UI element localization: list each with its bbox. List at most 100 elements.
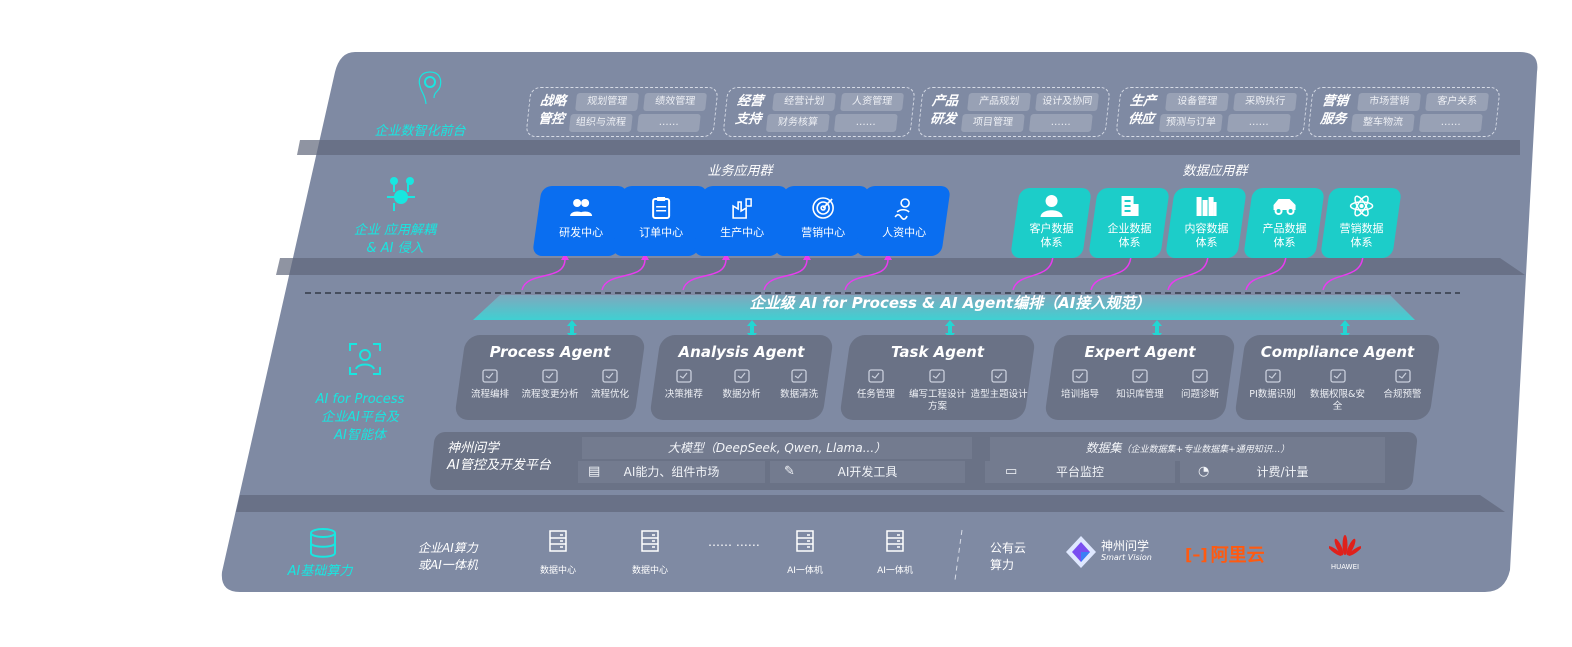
agent-capability[interactable]: 任务管理: [846, 367, 906, 413]
tool-icon: ✎: [784, 464, 795, 479]
platform-cell-billing[interactable]: ◔ 计费/计量: [1180, 461, 1385, 483]
data-app-tile[interactable]: 企业数据体系: [1088, 188, 1170, 258]
double-arrow-icon: [1152, 320, 1162, 339]
business-app-tile[interactable]: 订单中心: [612, 186, 708, 256]
layer-label-infra: AI基础算力: [287, 564, 353, 579]
front-item[interactable]: ……: [1028, 114, 1093, 132]
business-app-tile[interactable]: 营销中心: [774, 186, 870, 256]
front-group: 经营支持 经营计划 人资管理 财务核算……: [722, 87, 916, 137]
agent-capability[interactable]: 造型主题设计: [969, 367, 1029, 413]
data-app-tile[interactable]: 内容数据体系: [1165, 188, 1247, 258]
books-icon: [1196, 197, 1217, 216]
business-app-tile[interactable]: 生产中心: [693, 186, 789, 256]
agent-card[interactable]: Compliance Agent PI数据识别 数据权限&安全 合规预警: [1234, 335, 1441, 420]
data-app-tile[interactable]: 产品数据体系: [1243, 188, 1325, 258]
connector-arrow: [1090, 253, 1132, 291]
agent-capability[interactable]: 问题诊断: [1170, 367, 1230, 401]
front-item[interactable]: 经营计划: [772, 93, 836, 111]
agent-card[interactable]: Task Agent 任务管理 编写工程设计方案 造型主题设计: [839, 335, 1036, 420]
aliyun-logo-icon: [–]: [1185, 544, 1208, 564]
monitor-icon: ▭: [1005, 464, 1018, 479]
agent-capability[interactable]: 合规预警: [1373, 367, 1433, 413]
face-scan-icon: [349, 343, 381, 375]
layer-label-apps: 企业 应用解耦 & AI 侵入: [353, 223, 437, 256]
platform-cell-devtools[interactable]: ✎ AI开发工具: [770, 461, 965, 483]
agent-capability[interactable]: 知识库管理: [1110, 367, 1170, 401]
front-item[interactable]: 产品规划: [967, 93, 1031, 111]
compute-node: 数据中心: [528, 530, 588, 576]
data-apps-title: 数据应用群: [1182, 164, 1248, 179]
factory-icon: [732, 198, 752, 219]
front-item[interactable]: 采购执行: [1233, 93, 1297, 111]
layer-label-front: 企业数智化前台: [374, 124, 466, 139]
agent-capability[interactable]: 编写工程设计方案: [907, 367, 967, 413]
front-item[interactable]: 财务核算: [765, 114, 830, 132]
agent-capability[interactable]: 培训指导: [1050, 367, 1110, 401]
front-item[interactable]: 绩效管理: [643, 93, 707, 111]
front-item[interactable]: ……: [1226, 114, 1291, 132]
connector-arrow: [1167, 253, 1209, 291]
capability-icon: [791, 369, 807, 383]
capability-icon: [868, 369, 884, 383]
front-item[interactable]: 组织与流程: [568, 114, 633, 132]
agent-capability[interactable]: 流程编排: [460, 367, 520, 401]
car-icon: [1273, 199, 1296, 215]
business-app-tile[interactable]: 研发中心: [532, 186, 628, 256]
smart-vision-logo-icon: [1066, 536, 1096, 568]
front-item[interactable]: ……: [636, 114, 701, 132]
front-item[interactable]: 设备管理: [1165, 93, 1229, 111]
server-ellipsis: …… ……: [708, 535, 760, 549]
capability-icon: [602, 369, 618, 383]
front-item[interactable]: ……: [1418, 114, 1483, 132]
capability-icon: [929, 369, 946, 383]
agent-capability[interactable]: 数据分析: [713, 367, 771, 401]
agent-capability[interactable]: 决策推荐: [655, 367, 713, 401]
front-item[interactable]: 预测与订单: [1158, 114, 1223, 132]
front-item[interactable]: 项目管理: [960, 114, 1025, 132]
data-app-tile[interactable]: 客户数据体系: [1010, 188, 1092, 258]
agent-capability[interactable]: 流程变更分析: [520, 367, 580, 401]
front-item[interactable]: ……: [833, 114, 898, 132]
connector-arrow: [1245, 253, 1287, 291]
agent-capability[interactable]: 数据清洗: [770, 367, 828, 401]
vendor-aliyun: [–] 阿里云: [1185, 544, 1265, 567]
business-app-tile[interactable]: 人资中心: [855, 186, 951, 256]
capability-icon: [676, 369, 692, 383]
agent-capability[interactable]: PI数据识别: [1243, 367, 1303, 413]
double-arrow-icon: [567, 320, 577, 339]
data-app-tile[interactable]: 营销数据体系: [1320, 188, 1402, 258]
connector-arrow: [601, 258, 646, 291]
user-icon: [1040, 195, 1063, 217]
orchestration-banner: 企业级 AI for Process & AI Agent编排（AI接入规范）: [749, 294, 1151, 312]
front-item[interactable]: 客户关系: [1425, 93, 1489, 111]
front-item[interactable]: 市场营销: [1357, 93, 1421, 111]
platform-cell-market[interactable]: ▤ AI能力、组件市场: [578, 461, 765, 483]
huawei-logo-icon: [1328, 535, 1362, 556]
agent-card[interactable]: Analysis Agent 决策推荐 数据分析 数据清洗: [649, 335, 834, 420]
compute-node: AI一体机: [775, 530, 835, 576]
capability-icon: [733, 369, 750, 383]
connector-arrow: [1322, 253, 1364, 291]
front-item[interactable]: 设计及协同: [1035, 93, 1099, 111]
agent-capability[interactable]: 数据权限&安全: [1308, 367, 1368, 413]
front-item[interactable]: 人资管理: [840, 93, 904, 111]
target-icon: [812, 197, 834, 219]
enterprise-compute: 企业AI算力 或AI一体机: [418, 541, 478, 572]
front-item[interactable]: 整车物流: [1350, 114, 1415, 132]
market-icon: ▤: [588, 464, 601, 479]
models-bar: 大模型（DeepSeek, Qwen, Llama...）: [582, 437, 972, 459]
platform-cell-monitor[interactable]: ▭ 平台监控: [985, 461, 1175, 483]
atom-icon: [1349, 195, 1374, 217]
building-icon: [1121, 196, 1139, 216]
capability-icon: [991, 369, 1007, 383]
datasets-bar: 数据集（企业数据集+专业数据集+通用知识...）: [990, 437, 1385, 461]
gauge-icon: ◔: [1198, 464, 1210, 479]
agent-card[interactable]: Expert Agent 培训指导 知识库管理 问题诊断: [1044, 335, 1236, 420]
connector-arrow: [521, 258, 566, 291]
team-icon: [570, 199, 593, 216]
capability-icon: [1329, 369, 1346, 383]
agent-card[interactable]: Process Agent 流程编排 流程变更分析 流程优化: [454, 335, 646, 420]
front-item[interactable]: 规划管理: [575, 93, 639, 111]
agent-capability[interactable]: 流程优化: [580, 367, 640, 401]
connector-arrow: [763, 258, 808, 291]
